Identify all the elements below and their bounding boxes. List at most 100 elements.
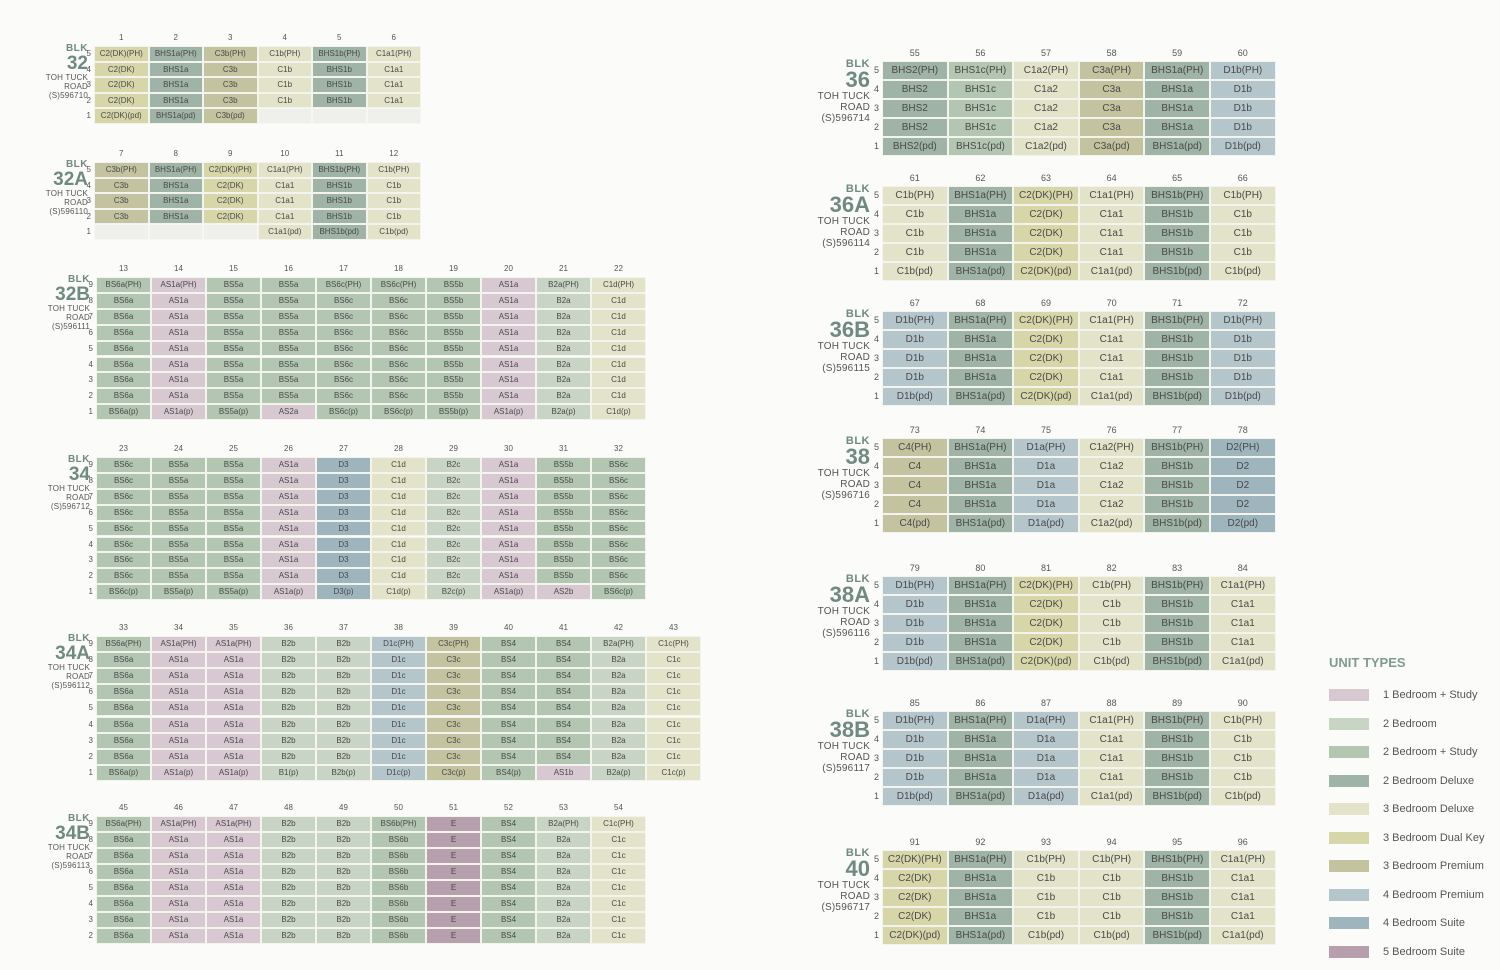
unit-cell: C1a2(PH) <box>1078 438 1145 457</box>
unit-cell: C1b(PH) <box>1078 850 1145 869</box>
unit-cell: E <box>426 816 481 832</box>
road-suffix: ROAD <box>840 617 870 628</box>
postal-code: (S)596710 <box>48 91 88 100</box>
unit-cell: C1b(pd) <box>1078 652 1145 671</box>
block-number: 34A <box>55 643 90 664</box>
unit-cell: C1b <box>1210 768 1276 787</box>
unit-cell: C2(DK)(pd) <box>882 926 948 945</box>
unit-cell: BS5b <box>426 324 481 341</box>
unit-stack-number: 16 <box>284 264 293 273</box>
legend-item: 3 Bedroom Deluxe <box>1329 795 1499 824</box>
floor-label: 7 <box>88 851 93 860</box>
unit-cell: C2(DK)(PH) <box>203 162 258 178</box>
postal-code: (S)596115 <box>822 363 870 374</box>
unit-cell: BS5a <box>261 308 316 325</box>
block-prefix: BLK <box>845 847 870 859</box>
unit-cell: BS4 <box>481 880 536 896</box>
unit-stack-number: 4 <box>282 33 287 42</box>
unit-cell: BS6c <box>591 536 646 553</box>
unit-cell: D3 <box>316 488 371 505</box>
unit-cell: D1c <box>371 748 426 765</box>
floor-label: 7 <box>88 671 93 681</box>
unit-cell: BS5a <box>151 488 206 505</box>
unit-cell: BS5b(p) <box>426 404 481 421</box>
unit-stack-number: 75 <box>1040 425 1051 435</box>
unit-cell: B2a <box>536 848 591 864</box>
unit-stack-number: 47 <box>229 803 238 812</box>
unit-cell: C3a(PH) <box>1078 61 1145 80</box>
unit-stack-number: 31 <box>559 444 568 453</box>
unit-cell: B2c <box>426 488 481 505</box>
unit-cell: BHS1b(pd) <box>1144 387 1210 406</box>
unit-cell: C3a(pd) <box>1078 137 1145 156</box>
unit-cell: BS6c <box>316 356 371 373</box>
unit-cell: B2a <box>536 832 591 848</box>
unit-cell: D1b <box>1210 368 1276 387</box>
unit-cell: B2b(p) <box>316 764 371 781</box>
block-prefix: BLK <box>845 435 870 447</box>
unit-cell: C1b(pd) <box>366 224 421 240</box>
unit-cell: B2b <box>261 816 316 832</box>
unit-cell: D1b <box>882 633 948 652</box>
unit-stack-number: 68 <box>975 298 986 308</box>
unit-cell: BS6b <box>371 864 426 880</box>
unit-cell: C1a2 <box>1013 80 1079 99</box>
unit-cell: BHS1a <box>148 177 203 194</box>
unit-cell: D1b <box>882 330 948 349</box>
block-label: BLK 38 TOH TUCK ROAD (S)596716 <box>800 435 870 502</box>
unit-cell: AS1a <box>481 472 536 489</box>
unit-cell: D1a <box>1013 768 1079 787</box>
block-label: BLK 32B TOH TUCK ROAD (S)596111 <box>20 275 90 332</box>
unit-cell: BS6c <box>591 520 646 537</box>
unit-cell: C1c <box>591 848 646 864</box>
unit-cell: BHS1b <box>1144 595 1210 614</box>
unit-stack-number: 11 <box>335 149 344 158</box>
floor-label: 2 <box>873 911 879 921</box>
unit-cell: AS1a <box>151 388 206 405</box>
unit-cell: BS6c <box>96 520 151 537</box>
unit-cell: C2(DK) <box>1013 633 1079 652</box>
unit-cell: D1a <box>1013 730 1079 749</box>
floor-label: 1 <box>88 587 93 597</box>
unit-cell: BHS1a <box>947 595 1014 614</box>
legend-item: 4 Bedroom Suite <box>1329 909 1499 938</box>
unit-cell: D1a <box>1013 749 1079 768</box>
road-suffix: ROAD <box>64 198 88 207</box>
block-label: BLK 38B TOH TUCK ROAD (S)596117 <box>800 709 870 775</box>
unit-cell: E <box>426 896 481 912</box>
unit-cell: AS1a(p) <box>481 404 536 421</box>
unit-cell: BHS1b <box>1144 869 1210 888</box>
unit-cell: BS4 <box>536 684 591 701</box>
unit-cell: AS1b <box>536 764 591 781</box>
unit-cell: C3b(pd) <box>203 108 258 124</box>
unit-cell: C1a1 <box>1078 730 1145 749</box>
unit-cell: B2c(p) <box>426 584 481 601</box>
unit-cell: D1b(pd) <box>1210 387 1276 406</box>
unit-stack-number: 72 <box>1237 298 1248 308</box>
unit-cell: BS6a <box>96 340 151 357</box>
unit-cell: C1d <box>371 472 426 489</box>
unit-cell: BHS2 <box>882 118 948 137</box>
unit-cell <box>94 224 149 240</box>
unit-cell: C1b <box>257 92 312 109</box>
unit-cell: BHS1b <box>312 92 367 109</box>
unit-cell: BS4 <box>536 732 591 749</box>
unit-cell: C1c(PH) <box>591 816 646 832</box>
legend-item: 2 Bedroom + Study <box>1329 738 1499 767</box>
unit-stack-number: 42 <box>614 623 623 632</box>
unit-cell: C1a1 <box>1078 243 1145 262</box>
legend-label: 1 Bedroom + Study <box>1383 689 1478 702</box>
block-label: BLK 34B TOH TUCK ROAD (S)596113 <box>20 814 90 871</box>
postal-code: (S)596114 <box>822 238 870 249</box>
unit-cell: C1a1 <box>1210 888 1276 907</box>
unit-cell: C1c <box>591 912 646 928</box>
unit-cell: D1b(PH) <box>882 311 948 330</box>
block-label: BLK 34A TOH TUCK ROAD (S)596112 <box>20 634 90 691</box>
unit-cell: B2a(p) <box>536 404 591 421</box>
unit-cell: C4 <box>882 476 948 495</box>
unit-cell: BS6a(PH) <box>96 816 151 832</box>
unit-cell: AS1a <box>151 372 206 389</box>
unit-cell: D2(PH) <box>1210 438 1276 457</box>
road-suffix: ROAD <box>66 672 90 681</box>
floor-label: 3 <box>873 892 879 902</box>
